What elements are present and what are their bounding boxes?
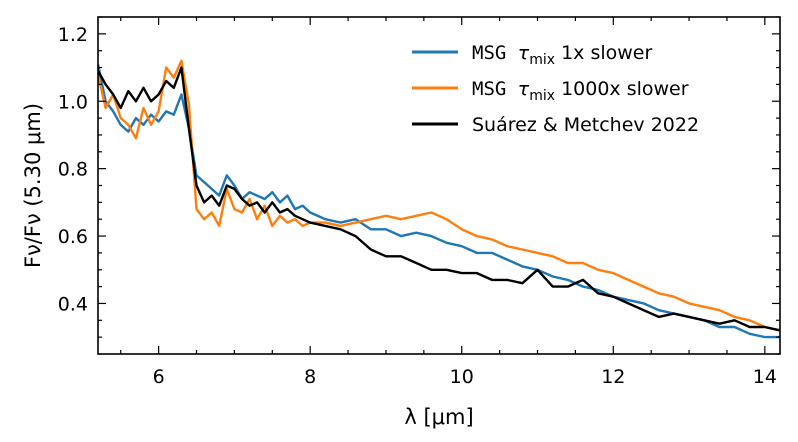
- y-tick-label: 1.0: [58, 91, 88, 113]
- axis-tick-labels: 6 8 10 12 14 0.4 0.6 0.8 1.0 1.2: [58, 24, 777, 388]
- y-tick-label: 0.8: [58, 159, 88, 181]
- plot-lines: [98, 59, 780, 339]
- series-line-2: [98, 59, 780, 332]
- y-tick-label: 0.6: [58, 226, 88, 248]
- x-tick-label: 6: [153, 366, 165, 388]
- x-axis-label: λ [μm]: [404, 405, 473, 429]
- x-tick-label: 14: [753, 366, 777, 388]
- x-tick-label: 8: [304, 366, 316, 388]
- legend-label-3: Suárez & Metchev 2022: [472, 114, 699, 136]
- series-line-3: [98, 66, 780, 332]
- axis-ticks: [98, 16, 780, 355]
- legend-label-1: MSG τmix 1x slower: [472, 42, 652, 68]
- legend-label-2: MSG τmix 1000x slower: [472, 78, 689, 104]
- legend: MSG τmix 1x slower MSG τmix 1000x slower S…: [412, 42, 699, 136]
- y-tick-label: 0.4: [58, 293, 88, 315]
- y-axis-label: Fν/Fν (5.30 μm): [21, 103, 45, 268]
- series-line-1: [98, 63, 780, 339]
- x-tick-label: 12: [601, 366, 625, 388]
- x-tick-label: 10: [450, 366, 474, 388]
- plot-frame: [97, 16, 781, 355]
- y-tick-label: 1.2: [58, 24, 88, 46]
